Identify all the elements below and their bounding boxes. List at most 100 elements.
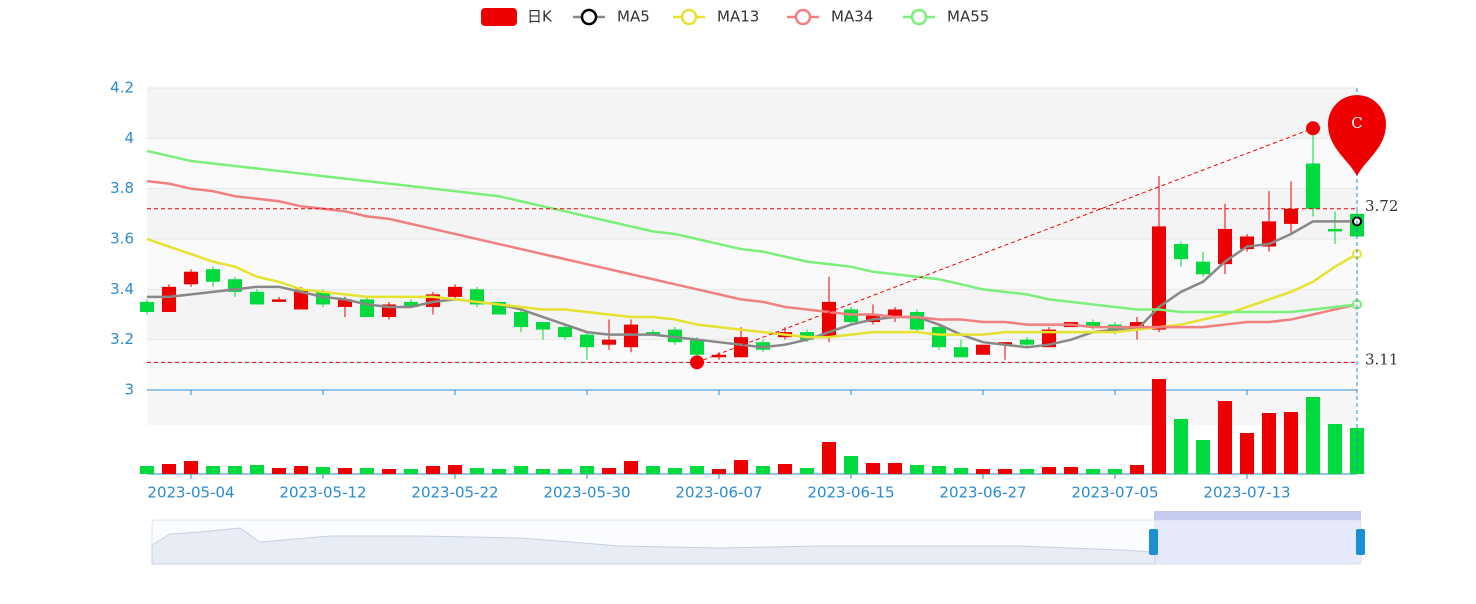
candle-body	[1284, 208, 1298, 224]
volume-bar	[162, 464, 176, 474]
zoom-handle-bar[interactable]	[1154, 511, 1361, 520]
candle-body	[800, 332, 814, 340]
candle-body	[448, 286, 462, 297]
volume-bar	[756, 466, 770, 474]
split-area	[147, 339, 1357, 390]
candle-body	[580, 334, 594, 348]
volume-bar	[228, 466, 242, 474]
split-area	[147, 138, 1357, 189]
split-area	[147, 88, 1357, 139]
volume-bar	[382, 469, 396, 474]
candle-body	[294, 289, 308, 310]
volume-bar	[426, 466, 440, 474]
volume-bar	[1042, 467, 1056, 474]
volume-bar	[206, 466, 220, 474]
volume-bar	[1218, 401, 1232, 474]
y-tick-label: 3.2	[110, 330, 134, 348]
candle-body	[690, 339, 704, 355]
x-tick-label: 2023-05-12	[279, 484, 366, 502]
volume-bar	[646, 466, 660, 474]
volume-bar	[1284, 412, 1298, 474]
volume-bar	[1174, 419, 1188, 474]
candle-body	[558, 327, 572, 338]
zoom-handle[interactable]	[1149, 529, 1158, 555]
candle-body	[184, 271, 198, 285]
volume-bar	[1328, 424, 1342, 474]
candle-body	[514, 311, 528, 328]
x-tick-label: 2023-05-30	[543, 484, 630, 502]
volume-bar	[558, 469, 572, 474]
candle-body	[844, 309, 858, 323]
candle-body	[1174, 244, 1188, 260]
candle-body	[162, 286, 176, 312]
x-tick-label: 2023-05-04	[147, 484, 234, 502]
candle-body	[140, 301, 154, 312]
y-tick-label: 4.2	[110, 79, 134, 97]
trend-line	[696, 127, 1314, 363]
candle-body	[1196, 261, 1210, 275]
candle-body	[646, 332, 660, 335]
volume-bar	[954, 468, 968, 474]
legend-swatch	[910, 8, 928, 26]
volume-bar	[250, 465, 264, 474]
volume-bar	[1086, 469, 1100, 474]
candle-body	[888, 309, 902, 318]
legend-swatch	[794, 8, 812, 26]
candle-body	[756, 342, 770, 350]
zoom-handle[interactable]	[1356, 529, 1365, 555]
candle-body	[250, 291, 264, 305]
ma-line	[147, 220, 1357, 349]
candle-body	[1086, 322, 1100, 328]
candle-body	[932, 327, 946, 348]
volume-bar	[140, 466, 154, 474]
volume-bar	[404, 469, 418, 474]
volume-bar	[184, 461, 198, 474]
legend-label: 日K	[527, 8, 553, 26]
volume-bar	[712, 469, 726, 474]
x-tick-label: 2023-06-27	[939, 484, 1026, 502]
volume-bar	[1196, 440, 1210, 474]
legend-label: MA55	[947, 8, 989, 26]
volume-bar	[602, 468, 616, 474]
candle-body	[1108, 324, 1122, 333]
candle-body	[624, 324, 638, 348]
volume-bar	[1350, 428, 1364, 474]
ma-line	[146, 179, 1358, 329]
y-tick-label: 3.6	[110, 230, 134, 248]
volume-bar	[976, 469, 990, 474]
volume-bar	[492, 469, 506, 474]
y-tick-label: 3.4	[110, 280, 134, 298]
candle-body	[1306, 163, 1320, 209]
volume-bar	[932, 466, 946, 474]
candle-body	[338, 299, 352, 307]
volume-bar	[272, 468, 286, 474]
candle-body	[976, 344, 990, 355]
candle-body	[910, 311, 924, 330]
volume-bar	[822, 442, 836, 474]
legend-label: MA5	[617, 8, 650, 26]
volume-bar	[998, 469, 1012, 474]
legend-swatch	[580, 8, 598, 26]
volume-bar	[668, 468, 682, 474]
candle-body	[602, 339, 616, 345]
volume-bar	[1240, 433, 1254, 474]
volume-bar	[448, 465, 462, 474]
volume-bar	[294, 466, 308, 474]
x-tick-label: 2023-06-15	[807, 484, 894, 502]
volume-bar	[1306, 397, 1320, 474]
low-point	[690, 355, 704, 370]
candle-body	[954, 347, 968, 358]
x-tick-label: 2023-07-13	[1203, 484, 1290, 502]
candle-body	[734, 337, 748, 358]
volume-bar	[734, 460, 748, 474]
mark-line-label: 3.11	[1365, 350, 1398, 368]
x-tick-label: 2023-05-22	[411, 484, 498, 502]
volume-bar	[1262, 413, 1276, 474]
x-tick-label: 2023-06-07	[675, 484, 762, 502]
volume-bar	[778, 464, 792, 474]
volume-bar	[514, 466, 528, 474]
volume-bar	[866, 463, 880, 474]
candle-body	[206, 269, 220, 282]
volume-bar	[1130, 465, 1144, 474]
